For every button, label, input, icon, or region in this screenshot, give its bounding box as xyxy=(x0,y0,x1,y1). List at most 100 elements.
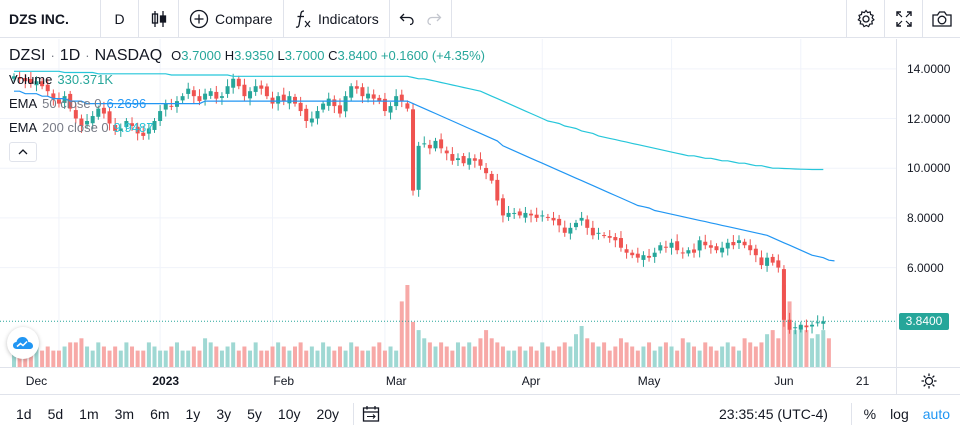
volume-bar xyxy=(821,330,826,367)
axis-settings-button[interactable] xyxy=(896,367,960,394)
volume-bar xyxy=(708,346,713,367)
volume-bar xyxy=(697,350,702,367)
candle-body xyxy=(804,325,809,328)
volume-bar xyxy=(607,350,612,367)
symbol-search-button[interactable]: DZS INC. xyxy=(0,0,101,38)
volume-bar xyxy=(85,346,90,367)
range-button-1y[interactable]: 1y xyxy=(185,406,201,422)
volume-bar xyxy=(517,346,522,367)
redo-icon[interactable] xyxy=(426,12,442,26)
range-button-1d[interactable]: 1d xyxy=(16,406,32,422)
time-tick-label: 21 xyxy=(855,374,870,388)
chart-pane[interactable] xyxy=(0,39,896,367)
candle-body xyxy=(146,128,151,134)
candle-body xyxy=(590,227,595,236)
candle-body xyxy=(714,246,719,251)
candle-body xyxy=(90,116,95,124)
ema200-legend-row[interactable]: EMA 200 close 0 9.9487 xyxy=(9,116,485,140)
legend-ohlc: O3.7000 H3.9350 L3.7000 C3.8400 +0.1600 … xyxy=(171,44,485,68)
candle-body xyxy=(579,217,584,221)
candle-body xyxy=(720,247,725,253)
auto-toggle[interactable]: auto xyxy=(922,406,950,422)
volume-bar xyxy=(557,346,562,367)
volume-bar xyxy=(686,342,691,367)
settings-button[interactable] xyxy=(846,0,884,38)
candle-body xyxy=(321,103,326,110)
candle-body xyxy=(62,96,67,103)
date-range-button[interactable] xyxy=(362,405,380,423)
range-button-20y[interactable]: 20y xyxy=(316,406,340,422)
volume-bar xyxy=(90,350,95,367)
screenshot-button[interactable] xyxy=(922,0,960,38)
volume-bar xyxy=(798,326,803,367)
fullscreen-button[interactable] xyxy=(884,0,922,38)
candle-body xyxy=(163,103,168,110)
range-button-10y[interactable]: 10y xyxy=(277,406,301,422)
range-button-5y[interactable]: 5y xyxy=(247,406,262,422)
volume-bar xyxy=(545,346,550,367)
clock-timezone[interactable]: 23:35:45 (UTC-4) xyxy=(719,406,828,422)
volume-bar xyxy=(422,338,427,367)
range-button-3y[interactable]: 3y xyxy=(216,406,232,422)
ema50-legend-row[interactable]: EMA 50 close 0 6.2696 xyxy=(9,92,485,116)
interval-button[interactable]: D xyxy=(101,0,139,38)
range-button-6m[interactable]: 6m xyxy=(150,406,170,422)
time-axis[interactable]: Dec 2023 Feb Mar Apr May Jun 21 xyxy=(0,367,896,394)
candle-body xyxy=(411,109,416,191)
candle-body xyxy=(388,106,393,113)
candle-body xyxy=(371,94,376,99)
candle-body xyxy=(236,78,241,87)
undo-icon[interactable] xyxy=(399,12,415,26)
volume-bar xyxy=(321,342,326,367)
candle-body xyxy=(652,252,657,257)
log-toggle[interactable]: log xyxy=(890,406,909,422)
candle-body xyxy=(500,198,505,216)
percent-toggle[interactable]: % xyxy=(863,406,877,422)
volume-bar xyxy=(270,346,275,367)
candle-body xyxy=(540,215,545,217)
price-chart[interactable] xyxy=(0,39,896,367)
volume-bar xyxy=(826,338,831,367)
tradingview-logo[interactable] xyxy=(7,327,39,359)
ema50-params: 50 close 0 xyxy=(42,96,102,111)
time-tick-label: Jun xyxy=(774,374,794,388)
volume-bar xyxy=(191,346,196,367)
candle-body xyxy=(34,81,39,86)
candle-body xyxy=(416,145,421,190)
volume-bar xyxy=(130,346,135,367)
candle-body xyxy=(169,105,174,107)
candle-body xyxy=(708,245,713,248)
candle-body xyxy=(152,121,157,130)
volume-bar xyxy=(135,350,140,367)
range-button-3m[interactable]: 3m xyxy=(114,406,135,422)
candle-body xyxy=(602,235,607,237)
volume-bar xyxy=(337,346,342,367)
volume-bar xyxy=(40,350,45,367)
open-label: O xyxy=(171,48,182,63)
chart-type-button[interactable] xyxy=(139,0,179,38)
candle-body xyxy=(293,96,297,104)
legend-dot: · xyxy=(85,48,90,63)
volume-legend-row[interactable]: Volume 330.371K xyxy=(9,68,485,92)
volume-bar xyxy=(787,301,792,367)
candle-body xyxy=(219,96,224,98)
range-button-1m[interactable]: 1m xyxy=(79,406,99,422)
candle-body xyxy=(793,327,798,329)
close-label: C xyxy=(328,48,338,63)
volume-bar xyxy=(574,334,578,367)
volume-bar xyxy=(472,346,477,367)
volume-bar xyxy=(759,342,764,367)
price-axis[interactable]: 14.0000 12.0000 10.0000 8.0000 6.0000 3.8400 xyxy=(896,39,960,367)
volume-bar xyxy=(219,350,224,367)
candle-body xyxy=(742,241,747,246)
candle-body xyxy=(765,257,770,266)
candle-body xyxy=(613,237,618,241)
candle-body xyxy=(484,167,489,174)
volume-bar xyxy=(635,350,640,367)
range-button-5d[interactable]: 5d xyxy=(47,406,64,422)
volume-bar xyxy=(793,330,798,367)
legend-collapse-button[interactable] xyxy=(9,142,37,162)
volume-bar xyxy=(276,342,281,367)
compare-button[interactable]: Compare xyxy=(179,0,284,38)
indicators-button[interactable]: Indicators xyxy=(284,0,390,38)
